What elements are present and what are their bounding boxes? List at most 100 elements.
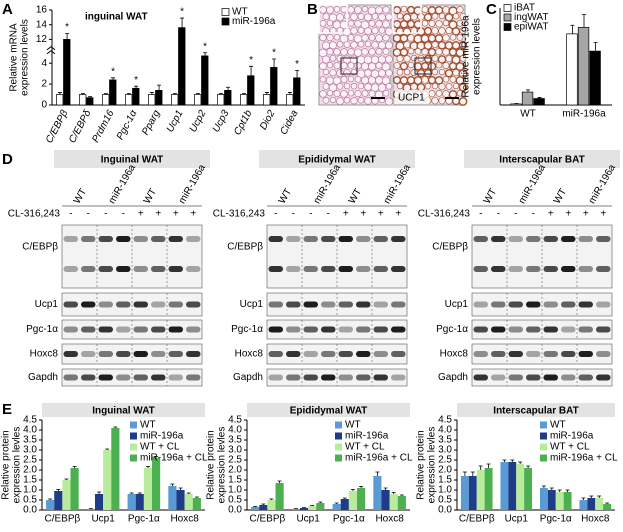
y-tick-label: 3.5 <box>228 435 242 446</box>
bar <box>555 492 564 510</box>
error-bar <box>272 58 277 68</box>
bar <box>500 462 509 510</box>
protein-label: Gapdh <box>438 372 468 383</box>
error-bar <box>478 465 483 470</box>
bar <box>194 94 202 106</box>
cell <box>424 82 432 90</box>
y-tick-label: 2.0 <box>228 465 242 476</box>
cell <box>406 76 416 85</box>
blot-band <box>491 266 506 272</box>
error-bar <box>391 492 396 494</box>
treatment-label: CL-316,243 <box>8 209 61 220</box>
cell <box>329 41 337 50</box>
chart-title: inguinal WAT <box>85 12 148 23</box>
cell <box>326 48 334 56</box>
y-axis-label: Relative miR-196a <box>461 15 472 98</box>
cell <box>357 27 365 34</box>
blot-band <box>168 301 183 308</box>
bar <box>299 508 309 510</box>
x-tick-label: miR-196a <box>562 109 606 120</box>
cell <box>375 48 383 55</box>
blot-band <box>186 374 201 381</box>
blot-band <box>356 351 371 357</box>
group-label: WT <box>72 187 89 206</box>
x-tick-label: Pgc-1α <box>115 108 140 142</box>
cell <box>428 90 436 98</box>
cell <box>364 97 372 105</box>
cell <box>427 75 437 85</box>
bar <box>460 476 469 510</box>
cell <box>336 13 344 22</box>
cell <box>392 34 402 43</box>
bar <box>587 498 596 510</box>
treatment-sign: + <box>565 209 571 220</box>
group-label: WT <box>552 187 569 206</box>
cell <box>458 40 468 50</box>
blot-title: Interscapular BAT <box>499 155 584 166</box>
protein-label: Pgc-1α <box>26 324 58 335</box>
title-bar <box>464 150 620 168</box>
bar <box>109 79 117 106</box>
cell <box>459 27 467 34</box>
cell <box>421 48 429 56</box>
y-tick-label: 4.5 <box>23 415 37 426</box>
cell <box>431 97 439 105</box>
cell <box>370 69 380 78</box>
cell <box>347 89 355 97</box>
cell <box>364 13 372 22</box>
blot-band <box>373 374 388 381</box>
error-bar <box>180 17 185 28</box>
cell <box>431 55 439 62</box>
x-tick-label: Dio2 <box>258 108 278 132</box>
protein-label: Ucp1 <box>240 299 264 310</box>
protein-label: Hoxc8 <box>235 349 264 360</box>
blot-band <box>578 236 593 242</box>
blot-band <box>168 236 183 242</box>
blot-band <box>373 326 388 333</box>
y-axis-label: Relative protein <box>1 430 12 499</box>
blot-band <box>81 301 96 308</box>
cell <box>368 90 376 98</box>
error-bar <box>105 448 110 450</box>
group-label: miR-196a <box>107 162 138 205</box>
blot-band <box>338 236 353 242</box>
group-label: WT <box>142 187 159 206</box>
cell <box>382 20 390 28</box>
bar <box>332 504 341 510</box>
y-axis-label: expression levles <box>217 427 228 504</box>
error-bar <box>264 92 269 95</box>
x-tick-label: Pparg <box>140 108 162 137</box>
legend-swatch <box>503 23 512 31</box>
legend-swatch <box>130 454 137 462</box>
blot-band <box>578 351 593 357</box>
blot-band <box>133 236 148 242</box>
blot-band <box>491 236 506 242</box>
y-tick-label: 3.0 <box>438 445 452 456</box>
blot-band <box>596 374 611 381</box>
cell <box>385 13 393 21</box>
blot-band <box>578 374 593 381</box>
y-tick-label: 0.0 <box>438 505 452 516</box>
error-bar <box>203 52 208 56</box>
x-tick-label: WT <box>520 109 536 120</box>
bar <box>476 470 485 510</box>
bar <box>217 94 225 106</box>
bar <box>595 498 604 510</box>
bar <box>176 490 185 510</box>
blot-band <box>303 301 318 308</box>
error-bar <box>581 497 586 500</box>
cell <box>326 19 334 27</box>
blot-band <box>151 301 166 308</box>
cell <box>442 62 450 69</box>
blot-band <box>116 236 131 242</box>
blot-band <box>321 236 336 242</box>
cell <box>435 90 443 97</box>
blot-band <box>338 266 353 272</box>
bar <box>373 476 382 510</box>
cell <box>458 82 468 92</box>
treatment-sign: + <box>190 209 196 220</box>
y-tick-label: 3.5 <box>438 435 452 446</box>
bar <box>547 490 556 510</box>
y-tick-label: 14 <box>36 19 48 30</box>
treatment-sign: - <box>309 209 312 220</box>
